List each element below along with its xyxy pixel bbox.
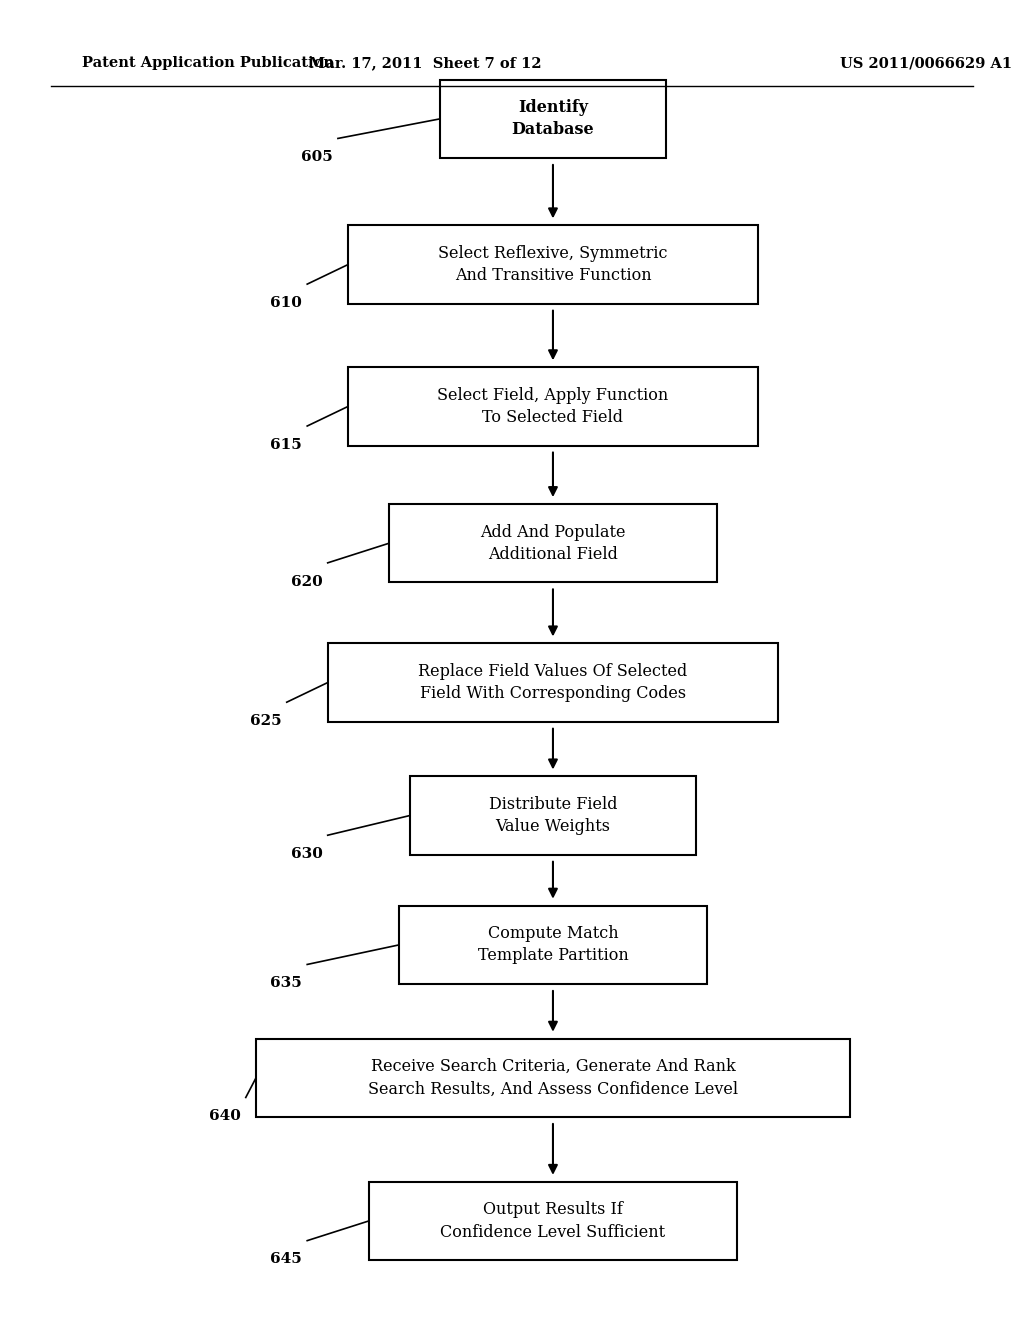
Bar <box>440 79 666 158</box>
Bar <box>328 643 778 722</box>
Bar <box>399 906 707 985</box>
Text: 610: 610 <box>270 296 302 310</box>
Text: 615: 615 <box>270 438 302 451</box>
Text: Add And Populate
Additional Field: Add And Populate Additional Field <box>480 524 626 562</box>
Bar <box>410 776 696 855</box>
Text: 605: 605 <box>301 150 333 164</box>
Text: Select Field, Apply Function
To Selected Field: Select Field, Apply Function To Selected… <box>437 387 669 426</box>
Bar <box>369 1181 737 1261</box>
Text: Patent Application Publication: Patent Application Publication <box>82 57 334 70</box>
Bar <box>348 367 758 446</box>
Text: 625: 625 <box>250 714 282 729</box>
Text: Distribute Field
Value Weights: Distribute Field Value Weights <box>488 796 617 836</box>
Text: 620: 620 <box>291 574 323 589</box>
Text: 635: 635 <box>270 977 302 990</box>
Text: 640: 640 <box>209 1109 241 1123</box>
Text: Compute Match
Template Partition: Compute Match Template Partition <box>477 925 629 965</box>
Text: Select Reflexive, Symmetric
And Transitive Function: Select Reflexive, Symmetric And Transiti… <box>438 246 668 284</box>
Text: 645: 645 <box>270 1253 302 1266</box>
Text: US 2011/0066629 A1: US 2011/0066629 A1 <box>840 57 1012 70</box>
Text: Receive Search Criteria, Generate And Rank
Search Results, And Assess Confidence: Receive Search Criteria, Generate And Ra… <box>368 1059 738 1097</box>
Text: Identify
Database: Identify Database <box>512 99 594 139</box>
Bar <box>389 504 717 582</box>
Text: Output Results If
Confidence Level Sufficient: Output Results If Confidence Level Suffi… <box>440 1201 666 1241</box>
Bar <box>348 226 758 304</box>
Text: Mar. 17, 2011  Sheet 7 of 12: Mar. 17, 2011 Sheet 7 of 12 <box>308 57 542 70</box>
Text: Replace Field Values Of Selected
Field With Corresponding Codes: Replace Field Values Of Selected Field W… <box>419 663 687 702</box>
Text: 630: 630 <box>291 847 323 861</box>
Bar <box>256 1039 850 1117</box>
